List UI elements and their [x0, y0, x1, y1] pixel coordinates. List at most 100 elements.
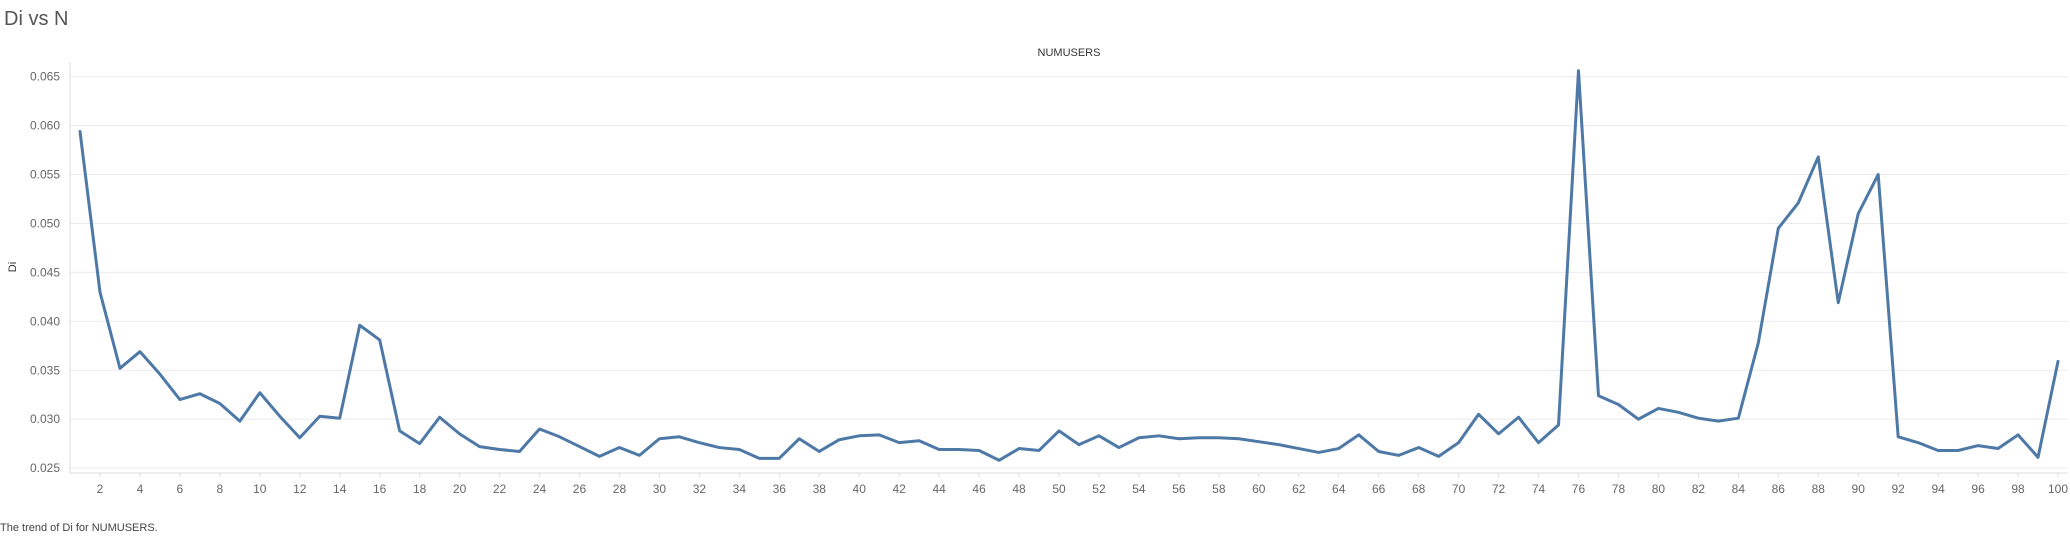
data-point	[1297, 447, 1300, 450]
data-point	[1996, 447, 2000, 450]
data-point	[877, 433, 881, 437]
data-point	[1377, 450, 1380, 453]
data-point	[1357, 433, 1360, 437]
data-point	[1896, 435, 1900, 438]
x-tick-label: 38	[813, 482, 827, 496]
data-point	[1757, 341, 1760, 345]
data-point	[1237, 437, 1241, 440]
y-tick-label: 0.060	[30, 119, 60, 133]
data-point	[518, 450, 521, 453]
x-tick-label: 40	[853, 482, 867, 496]
data-point	[1797, 201, 1800, 205]
series-line	[78, 69, 2060, 462]
data-point	[1417, 446, 1420, 449]
data-point	[1397, 454, 1400, 457]
x-tick-label: 50	[1052, 482, 1066, 496]
x-tick-label: 100	[2048, 482, 2068, 496]
data-point	[1117, 446, 1121, 449]
data-point	[1017, 447, 1021, 450]
x-tick-label: 76	[1572, 482, 1586, 496]
x-tick-label: 58	[1212, 482, 1226, 496]
x-tick-label: 44	[932, 482, 946, 496]
data-point	[358, 324, 361, 327]
x-tick-label: 82	[1692, 482, 1706, 496]
chart-title: NUMUSERS	[1038, 47, 1101, 59]
x-tick-label: 92	[1891, 482, 1905, 496]
data-point	[678, 435, 681, 438]
data-point	[1197, 436, 1201, 439]
data-point	[138, 350, 142, 353]
data-point	[1057, 429, 1061, 433]
data-point	[1976, 444, 1980, 447]
data-point	[158, 372, 162, 376]
x-tick-label: 96	[1971, 482, 1985, 496]
data-point	[458, 432, 461, 436]
data-point	[2036, 456, 2040, 459]
x-tick-label: 2	[97, 482, 104, 496]
data-point	[858, 434, 861, 438]
x-tick-label: 26	[573, 482, 587, 496]
data-point	[718, 446, 721, 449]
gridlines	[70, 76, 2068, 469]
data-point	[1317, 451, 1320, 454]
data-point	[498, 448, 501, 451]
data-point	[658, 437, 661, 440]
data-point	[1517, 416, 1520, 419]
x-tick-label: 10	[253, 482, 267, 496]
data-point	[1157, 434, 1161, 438]
data-point	[1817, 155, 1820, 159]
data-point	[618, 446, 621, 449]
data-point	[1617, 403, 1620, 406]
data-point	[917, 439, 921, 442]
x-tick-label: 86	[1772, 482, 1786, 496]
data-point	[1677, 411, 1680, 414]
data-point	[1477, 413, 1480, 416]
axes: 0.025 0.030 0.035 0.040 0.045 0.050 0.055 0.060…	[30, 62, 2068, 496]
data-point	[1837, 301, 1840, 304]
x-tick-label: 32	[693, 482, 707, 496]
data-point	[957, 448, 961, 451]
x-tick-label: 56	[1172, 482, 1186, 496]
data-point	[738, 448, 741, 451]
data-point	[278, 415, 281, 418]
data-point	[1637, 417, 1640, 421]
data-point	[638, 454, 641, 457]
x-tick-label: 52	[1092, 482, 1106, 496]
y-tick-label: 0.040	[30, 314, 60, 328]
x-tick-label: 68	[1412, 482, 1426, 496]
x-tick-label: 12	[293, 482, 307, 496]
data-point	[1037, 449, 1041, 452]
data-point	[1876, 173, 1880, 176]
x-tick-label: 62	[1292, 482, 1306, 496]
x-tick-label: 36	[773, 482, 787, 496]
data-point	[478, 445, 481, 448]
x-tick-label: 74	[1532, 482, 1546, 496]
chart-container: 0.025 0.030 0.035 0.040 0.045 0.050 0.055 0.060…	[0, 40, 2070, 510]
chart-caption: The trend of Di for NUMUSERS.	[0, 522, 158, 534]
data-point	[798, 437, 801, 440]
data-point	[318, 415, 321, 418]
x-tick-label: 28	[613, 482, 627, 496]
data-point	[1597, 394, 1600, 397]
data-point	[1217, 436, 1221, 439]
data-point	[937, 448, 941, 451]
data-point	[997, 459, 1001, 462]
data-point	[778, 457, 781, 460]
x-tick-label: 24	[533, 482, 547, 496]
data-point	[1257, 440, 1261, 443]
x-tick-label: 22	[493, 482, 507, 496]
data-point	[698, 441, 701, 444]
data-point	[1577, 69, 1580, 73]
data-point	[2056, 360, 2060, 363]
line-chart: 0.025 0.030 0.035 0.040 0.045 0.050 0.055 0.060…	[7, 47, 2068, 496]
data-point	[438, 416, 441, 419]
data-point	[418, 442, 421, 445]
data-point	[558, 435, 561, 438]
y-tick-label: 0.030	[30, 412, 60, 426]
data-point	[1737, 417, 1740, 420]
x-tick-label: 72	[1492, 482, 1506, 496]
x-tick-label: 18	[413, 482, 427, 496]
data-point	[1936, 449, 1940, 452]
x-tick-label: 48	[1012, 482, 1026, 496]
y-tick-label: 0.025	[30, 461, 60, 475]
